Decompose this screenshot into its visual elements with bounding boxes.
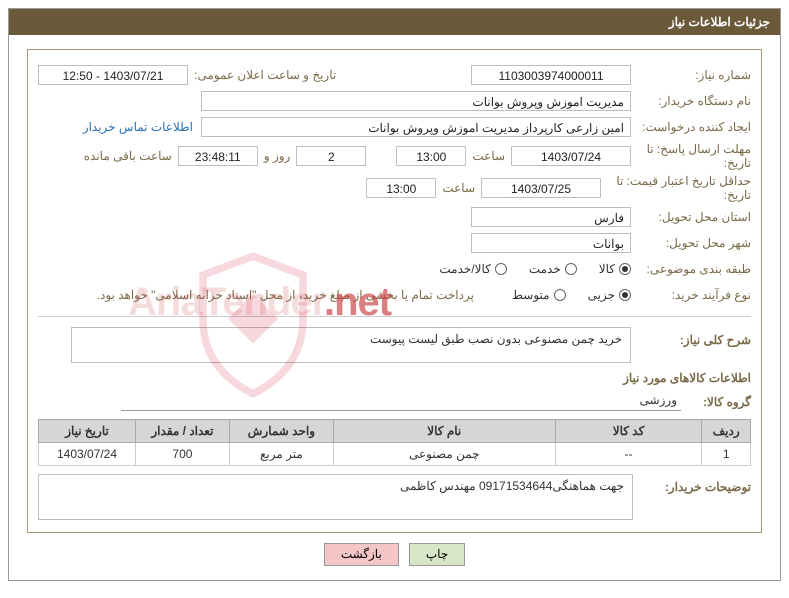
- buyer-org-value: مدیریت اموزش وپروش بوانات: [201, 91, 631, 111]
- purchase-minor[interactable]: جزیی: [588, 288, 631, 302]
- announce-label: تاریخ و ساعت اعلان عمومی:: [188, 68, 342, 82]
- general-desc-value: خرید چمن مصنوعی بدون نصب طبق لیست پیوست: [71, 327, 631, 363]
- radio-icon: [495, 263, 507, 275]
- remaining-label: ساعت باقی مانده: [78, 149, 178, 163]
- main-frame: جزئیات اطلاعات نیاز AriaTender.net شماره…: [8, 8, 781, 581]
- table-cell: 1403/07/24: [39, 443, 136, 466]
- buyer-org-label: نام دستگاه خریدار:: [631, 94, 751, 108]
- buyer-notes-value: جهت هماهنگی09171534644 مهندس کاظمی: [38, 474, 633, 520]
- details-box: AriaTender.net شماره نیاز: 1103003974000…: [27, 49, 762, 533]
- items-table: ردیف کد کالا نام کالا واحد شمارش تعداد /…: [38, 419, 751, 466]
- announce-value: 1403/07/21 - 12:50: [38, 65, 188, 85]
- hour-label-2: ساعت: [436, 181, 481, 195]
- table-cell: متر مربع: [229, 443, 333, 466]
- table-cell: 1: [702, 443, 751, 466]
- remain-clock-value: 23:48:11: [178, 146, 258, 166]
- category-goods-service[interactable]: کالا/خدمت: [439, 262, 506, 276]
- th-name: نام کالا: [333, 420, 555, 443]
- item-group-label: گروه کالا:: [681, 395, 751, 409]
- item-group-value: ورزشی: [121, 393, 681, 411]
- reply-hour-value: 13:00: [396, 146, 466, 166]
- category-service[interactable]: خدمت: [529, 262, 577, 276]
- buyer-notes-label: توضیحات خریدار:: [641, 474, 751, 494]
- table-cell: --: [555, 443, 702, 466]
- requester-value: امین زارعی کارپرداز مدیریت اموزش وپروش ب…: [201, 117, 631, 137]
- general-desc-label: شرح کلی نیاز:: [631, 327, 751, 347]
- need-number-value: 1103003974000011: [471, 65, 631, 85]
- buttons-row: چاپ بازگشت: [27, 543, 762, 566]
- radio-icon: [619, 263, 631, 275]
- purchase-type-label: نوع فرآیند خرید:: [631, 288, 751, 302]
- city-label: شهر محل تحویل:: [631, 236, 751, 250]
- buyer-contact-link[interactable]: اطلاعات تماس خریدار: [83, 120, 201, 134]
- price-valid-date: 1403/07/25: [481, 178, 601, 198]
- remain-days-value: 2: [296, 146, 366, 166]
- radio-icon: [619, 289, 631, 301]
- requester-label: ایجاد کننده درخواست:: [631, 120, 751, 134]
- reply-deadline-label: مهلت ارسال پاسخ: تا تاریخ:: [631, 142, 751, 170]
- price-valid-hour: 13:00: [366, 178, 436, 198]
- table-row: 1--چمن مصنوعیمتر مربع7001403/07/24: [39, 443, 751, 466]
- purchase-radio-group: جزیی متوسط: [494, 288, 631, 302]
- purchase-medium[interactable]: متوسط: [512, 288, 566, 302]
- th-qty: تعداد / مقدار: [136, 420, 230, 443]
- day-and-label: روز و: [258, 149, 297, 163]
- print-button[interactable]: چاپ: [409, 543, 465, 566]
- radio-icon: [554, 289, 566, 301]
- need-number-label: شماره نیاز:: [631, 68, 751, 82]
- category-goods[interactable]: کالا: [599, 262, 631, 276]
- th-code: کد کالا: [555, 420, 702, 443]
- items-header: اطلاعات کالاهای مورد نیاز: [38, 371, 751, 385]
- radio-icon: [565, 263, 577, 275]
- price-validity-label: حداقل تاریخ اعتبار قیمت: تا تاریخ:: [601, 174, 751, 202]
- reply-date-value: 1403/07/24: [511, 146, 631, 166]
- category-label: طبقه بندی موضوعی:: [631, 262, 751, 276]
- th-unit: واحد شمارش: [229, 420, 333, 443]
- table-cell: چمن مصنوعی: [333, 443, 555, 466]
- title-bar: جزئیات اطلاعات نیاز: [9, 9, 780, 35]
- category-radio-group: کالا خدمت کالا/خدمت: [421, 262, 631, 276]
- province-label: استان محل تحویل:: [631, 210, 751, 224]
- payment-note: پرداخت تمام یا بخشی از مبلغ خرید، از محل…: [97, 288, 474, 302]
- back-button[interactable]: بازگشت: [324, 543, 399, 566]
- th-row: ردیف: [702, 420, 751, 443]
- content-area: AriaTender.net شماره نیاز: 1103003974000…: [9, 35, 780, 580]
- table-cell: 700: [136, 443, 230, 466]
- city-value: بوانات: [471, 233, 631, 253]
- hour-label-1: ساعت: [466, 149, 511, 163]
- province-value: فارس: [471, 207, 631, 227]
- th-needdate: تاریخ نیاز: [39, 420, 136, 443]
